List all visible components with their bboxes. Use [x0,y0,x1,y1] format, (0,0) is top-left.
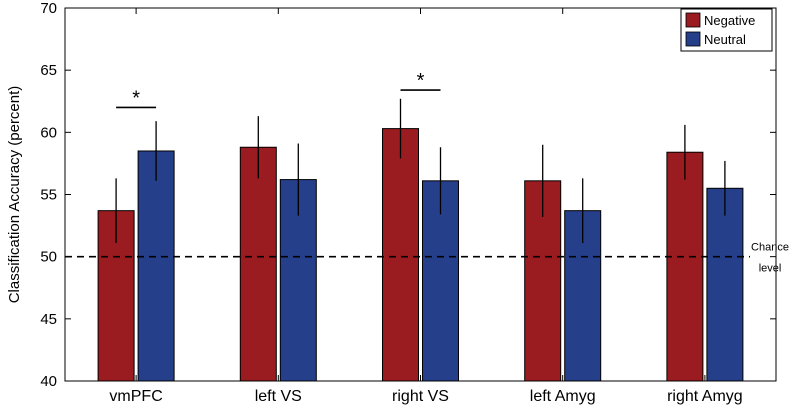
y-axis-title: Classification Accuracy (percent) [6,86,23,304]
y-tick-label: 50 [40,249,57,266]
chance-label-line1: Chance [751,242,789,254]
y-tick-label: 45 [40,311,57,328]
bar-negative-left-vs [239,146,277,382]
bar-negative-left-amyg [524,180,562,382]
y-tick-label: 55 [40,187,57,204]
legend-label-negative: Negative [704,13,755,28]
x-category-label: left VS [255,388,302,405]
significance-layer: ** [116,70,441,109]
x-category-label: left Amyg [530,388,596,405]
legend-swatch-negative [685,12,701,28]
legend: Negative Neutral [680,8,773,52]
legend-label-neutral: Neutral [704,32,746,47]
x-category-label: right VS [392,388,449,405]
y-tick-label: 65 [40,62,57,79]
bars-layer [97,128,744,382]
x-category-label: right Amyg [667,388,743,405]
bar-negative-right-amyg [666,151,704,382]
x-category-label: vmPFC [109,388,162,405]
bar-neutral-vmpfc [137,150,175,382]
y-tick-label: 70 [40,0,57,17]
error-bars-layer [115,98,726,243]
bar-negative-right-vs [382,128,419,382]
y-tick-label: 40 [40,373,57,390]
axes-layer: 40 45 50 55 60 65 70 vmPFC left VS right VS left A… [40,0,777,405]
bar-neutral-right-amyg [706,187,744,382]
legend-swatch-neutral [685,31,701,47]
chance-label-line2: level [759,263,782,275]
y-tick-label: 60 [40,124,57,141]
significance-star: * [417,70,425,92]
significance-star: * [132,87,140,109]
